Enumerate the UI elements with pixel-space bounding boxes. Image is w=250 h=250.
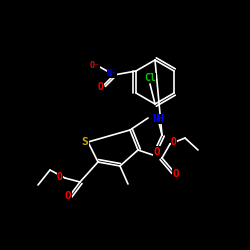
Text: S: S — [82, 137, 88, 147]
Text: O: O — [154, 147, 160, 157]
Text: NH: NH — [152, 114, 164, 124]
Text: O: O — [64, 191, 71, 201]
Text: O: O — [172, 169, 180, 179]
Text: Cl: Cl — [144, 73, 156, 83]
Text: O⁻: O⁻ — [90, 60, 100, 70]
Text: O: O — [171, 137, 177, 147]
Text: N⁺: N⁺ — [107, 68, 117, 78]
Text: O: O — [98, 82, 104, 92]
Text: O: O — [57, 172, 63, 182]
